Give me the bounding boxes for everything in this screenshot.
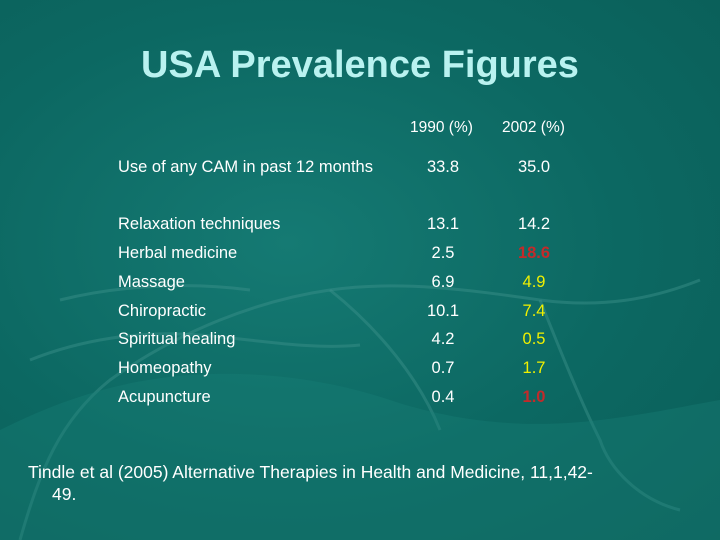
table-row: Homeopathy 0.7 1.7 (0, 359, 720, 383)
slide-title: USA Prevalence Figures (141, 44, 579, 86)
row-label: Spiritual healing (118, 330, 236, 348)
table-row: Herbal medicine 2.5 18.6 (0, 244, 720, 268)
value-1990: 2.5 (431, 244, 455, 262)
table-row: Spiritual healing 4.2 0.5 (0, 330, 720, 354)
value-1990: 4.2 (431, 330, 455, 348)
value-2002: 7.4 (522, 302, 546, 320)
column-header-1990: 1990 (%) (410, 119, 473, 136)
column-headers: 1990 (%) 2002 (%) (410, 119, 565, 137)
value-1990: 10.1 (426, 302, 460, 320)
value-1990: 13.1 (426, 215, 460, 233)
table-row: Relaxation techniques 13.1 14.2 (0, 215, 720, 239)
row-label: Chiropractic (118, 302, 207, 320)
value-2002: 4.9 (522, 273, 546, 291)
table-row: Chiropractic 10.1 7.4 (0, 302, 720, 326)
row-label: Massage (118, 273, 185, 291)
citation-line-2: 49. (52, 484, 77, 504)
value-2002: 1.7 (522, 359, 546, 377)
row-label: Acupuncture (118, 388, 211, 406)
value-2002: 18.6 (517, 244, 551, 262)
value-1990: 33.8 (426, 158, 460, 176)
table-row: Massage 6.9 4.9 (0, 273, 720, 297)
value-2002: 35.0 (517, 158, 551, 176)
value-2002: 0.5 (522, 330, 546, 348)
citation-line-1: Tindle et al (2005) Alternative Therapie… (28, 462, 593, 482)
citation: Tindle et al (2005) Alternative Therapie… (28, 461, 698, 505)
value-2002: 1.0 (522, 388, 546, 406)
value-2002: 14.2 (517, 215, 551, 233)
row-label: Homeopathy (118, 359, 212, 377)
row-label: Relaxation techniques (118, 215, 281, 233)
row-label: Use of any CAM in past 12 months (118, 158, 373, 176)
row-label: Herbal medicine (118, 244, 238, 262)
table-row: Acupuncture 0.4 1.0 (0, 388, 720, 412)
table-row: Use of any CAM in past 12 months 33.8 35… (0, 158, 720, 182)
column-header-2002: 2002 (%) (502, 119, 565, 136)
value-1990: 0.7 (431, 359, 455, 377)
value-1990: 6.9 (431, 273, 455, 291)
value-1990: 0.4 (431, 388, 455, 406)
